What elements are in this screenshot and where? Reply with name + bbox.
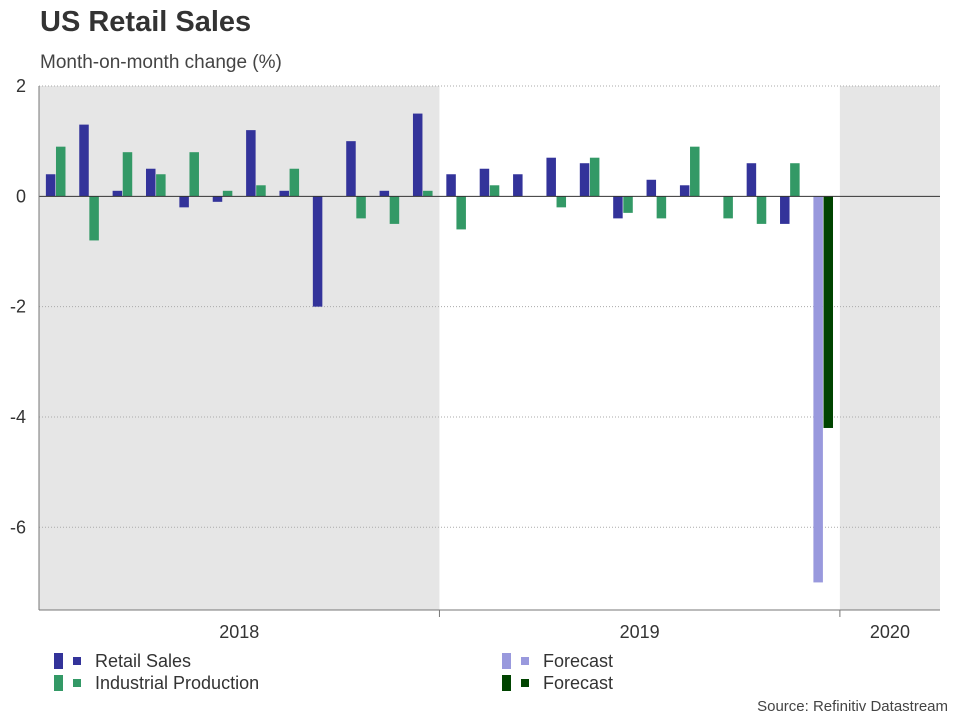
- bar-industrial-production: [690, 146, 700, 197]
- bar-retail-sales: [513, 174, 523, 197]
- bar-industrial-production: [289, 168, 300, 197]
- bar-retail-sales: [145, 168, 156, 197]
- legend-swatch-retail-sales-bar: [54, 653, 63, 669]
- bar-industrial-production: [723, 196, 733, 219]
- y-tick-label: 2: [16, 76, 26, 96]
- year-shade-2018: [39, 86, 440, 610]
- bar-industrial-production: [55, 146, 66, 197]
- bar-retail-sales: [346, 141, 356, 197]
- bar-retail-sales: [613, 196, 623, 219]
- y-tick-label: 0: [16, 186, 26, 206]
- bar-retail-sales: [279, 190, 289, 197]
- bar-retail-sales: [246, 130, 256, 197]
- legend-label-forecast-retail: Forecast: [543, 650, 614, 671]
- bar-retail-sales: [212, 196, 223, 202]
- bar-industrial-production: [489, 185, 500, 197]
- bar-forecast: [823, 196, 834, 428]
- legend-label-industrial-production: Industrial Production: [95, 672, 260, 693]
- legend-industrial-production: Industrial Production: [54, 672, 259, 694]
- bar-industrial-production: [122, 152, 133, 197]
- x-year-label: 2020: [870, 622, 910, 642]
- legend-swatch-forecast-industrial-square: [521, 679, 529, 687]
- bar-retail-sales: [546, 157, 556, 197]
- legend-swatch-forecast-retail-bar: [502, 653, 511, 669]
- bar-retail-sales: [412, 113, 423, 197]
- bar-industrial-production: [389, 196, 400, 224]
- bar-retail-sales: [746, 163, 757, 197]
- bar-industrial-production: [89, 196, 99, 241]
- legend-swatch-forecast-industrial-bar: [502, 675, 511, 691]
- y-tick-label: -6: [10, 517, 26, 537]
- chart-subtitle: Month-on-month change (%): [40, 52, 282, 73]
- bar-industrial-production: [556, 196, 567, 208]
- bar-industrial-production: [456, 196, 466, 230]
- bar-retail-sales: [780, 196, 790, 224]
- bar-industrial-production: [756, 196, 767, 224]
- legend-forecast-industrial: Forecast: [502, 672, 613, 694]
- bar-retail-sales: [379, 190, 390, 197]
- legend-label-forecast-industrial: Forecast: [543, 672, 614, 693]
- legend-swatch-forecast-retail-square: [521, 657, 529, 665]
- bar-retail-sales: [79, 124, 89, 197]
- x-year-label: 2018: [219, 622, 259, 642]
- bar-industrial-production: [356, 196, 366, 219]
- chart-title: US Retail Sales: [40, 6, 252, 38]
- y-tick-label: -2: [10, 297, 26, 317]
- bar-industrial-production: [156, 174, 166, 197]
- bar-industrial-production: [589, 157, 600, 197]
- bar-industrial-production: [656, 196, 667, 219]
- legend-swatch-retail-sales-square: [73, 657, 81, 665]
- bar-retail-sales: [646, 179, 657, 197]
- legend-label-retail-sales: Retail Sales: [95, 650, 192, 671]
- bar-retail-sales: [179, 196, 189, 208]
- bar-industrial-production: [623, 196, 633, 213]
- bar-retail-sales: [312, 196, 323, 307]
- bar-retail-sales: [446, 174, 456, 197]
- bar-industrial-production: [256, 185, 266, 197]
- bar-industrial-production: [423, 190, 433, 197]
- bar-retail-sales: [479, 168, 490, 197]
- bar-retail-sales: [45, 174, 56, 197]
- x-year-label: 2019: [620, 622, 660, 642]
- bar-retail-sales: [112, 190, 123, 197]
- legend-swatch-industrial-production-bar: [54, 675, 63, 691]
- source-note: Source: Refinitiv Datastream: [757, 698, 948, 715]
- bar-forecast: [813, 196, 823, 583]
- legend-forecast-retail: Forecast: [502, 650, 613, 672]
- bar-retail-sales: [679, 185, 690, 197]
- y-tick-label: -4: [10, 407, 26, 427]
- bar-industrial-production: [790, 163, 800, 197]
- year-shade-2020: [839, 86, 940, 610]
- bar-retail-sales: [579, 163, 590, 197]
- legend-swatch-industrial-production-square: [73, 679, 81, 687]
- legend-retail-sales: Retail Sales: [54, 650, 191, 672]
- bar-industrial-production: [222, 190, 233, 197]
- bar-industrial-production: [189, 152, 199, 197]
